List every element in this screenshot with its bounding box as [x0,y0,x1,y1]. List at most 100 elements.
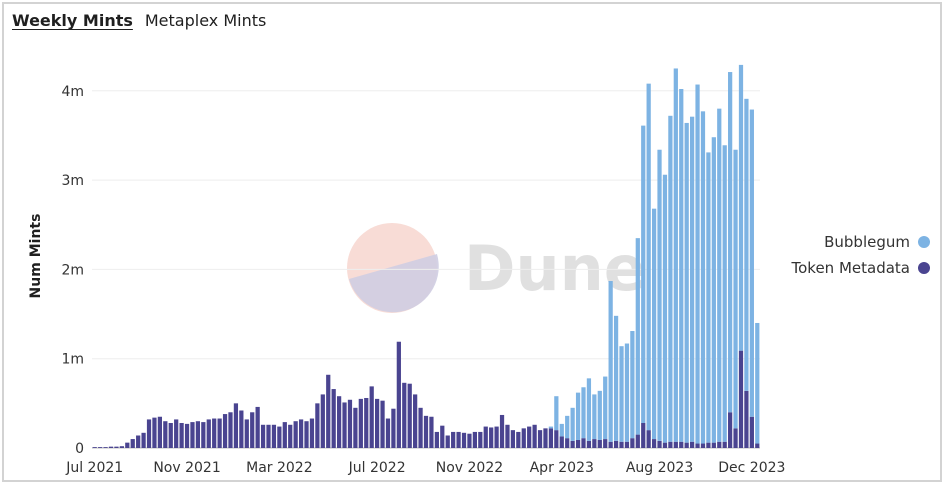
bar-bubblegum[interactable] [679,89,684,442]
bar-token-metadata[interactable] [423,415,429,448]
legend-swatch[interactable] [918,262,930,274]
bar-bubblegum[interactable] [641,125,646,423]
bar-token-metadata[interactable] [255,406,260,448]
bar-token-metadata[interactable] [537,430,543,448]
bar-token-metadata[interactable] [130,439,135,448]
bar-token-metadata[interactable] [396,341,401,448]
bar-token-metadata[interactable] [146,419,152,448]
bar-token-metadata[interactable] [630,438,635,448]
legend-swatch[interactable] [918,236,930,248]
bar-token-metadata[interactable] [527,426,532,448]
bar-token-metadata[interactable] [592,439,597,448]
bar-token-metadata[interactable] [358,398,363,448]
bar-token-metadata[interactable] [516,431,521,448]
bar-token-metadata[interactable] [375,398,380,448]
bar-token-metadata[interactable] [141,432,146,448]
bar-bubblegum[interactable] [722,145,727,442]
bar-token-metadata[interactable] [478,431,483,448]
bar-token-metadata[interactable] [293,421,298,448]
bar-token-metadata[interactable] [608,441,613,448]
bar-token-metadata[interactable] [119,446,124,448]
bar-token-metadata[interactable] [456,431,461,448]
bar-token-metadata[interactable] [195,421,201,448]
bar-bubblegum[interactable] [695,84,700,444]
bar-token-metadata[interactable] [548,428,554,448]
bar-token-metadata[interactable] [266,424,271,448]
bar-token-metadata[interactable] [190,422,195,448]
bar-bubblegum[interactable] [646,83,651,431]
bar-token-metadata[interactable] [505,424,510,448]
bar-bubblegum[interactable] [619,346,624,442]
bar-token-metadata[interactable] [152,417,157,448]
bar-token-metadata[interactable] [353,407,358,448]
bar-token-metadata[interactable] [250,412,255,448]
bar-token-metadata[interactable] [163,421,168,448]
bar-token-metadata[interactable] [108,446,114,448]
bar-bubblegum[interactable] [657,149,662,441]
bar-bubblegum[interactable] [603,376,608,440]
bar-token-metadata[interactable] [565,438,570,448]
bar-token-metadata[interactable] [575,439,581,448]
bar-bubblegum[interactable] [613,315,619,441]
bar-token-metadata[interactable] [489,427,494,448]
bar-bubblegum[interactable] [554,396,559,431]
bar-token-metadata[interactable] [641,422,646,448]
bar-token-metadata[interactable] [92,447,97,448]
bar-token-metadata[interactable] [472,431,477,448]
bar-token-metadata[interactable] [738,350,744,448]
bar-token-metadata[interactable] [298,419,304,448]
bar-token-metadata[interactable] [331,389,336,448]
bar-token-metadata[interactable] [706,442,711,448]
bar-bubblegum[interactable] [651,208,657,440]
bar-bubblegum[interactable] [684,122,689,443]
bar-token-metadata[interactable] [222,414,228,448]
bar-token-metadata[interactable] [315,403,320,448]
bar-token-metadata[interactable] [364,397,369,448]
bar-token-metadata[interactable] [304,421,309,448]
bar-token-metadata[interactable] [239,410,244,448]
bar-token-metadata[interactable] [168,422,173,448]
bar-token-metadata[interactable] [461,432,467,448]
bar-token-metadata[interactable] [679,441,684,448]
bar-bubblegum[interactable] [706,152,711,443]
bar-token-metadata[interactable] [440,425,445,448]
bar-token-metadata[interactable] [657,440,662,448]
bar-bubblegum[interactable] [689,116,695,442]
bar-token-metadata[interactable] [369,386,374,448]
bar-token-metadata[interactable] [271,424,277,448]
bar-bubblegum[interactable] [755,322,760,444]
bar-token-metadata[interactable] [288,424,293,448]
bar-token-metadata[interactable] [402,382,407,448]
bar-token-metadata[interactable] [722,441,727,448]
bar-token-metadata[interactable] [326,374,331,448]
bar-token-metadata[interactable] [277,426,282,448]
bar-token-metadata[interactable] [114,446,119,448]
bar-token-metadata[interactable] [554,430,559,448]
bar-bubblegum[interactable] [673,68,678,442]
bar-token-metadata[interactable] [228,412,233,448]
bar-token-metadata[interactable] [635,434,640,448]
bar-token-metadata[interactable] [684,442,689,448]
bar-bubblegum[interactable] [630,331,635,439]
bar-bubblegum[interactable] [570,407,575,441]
bar-bubblegum[interactable] [565,415,570,439]
bar-bubblegum[interactable] [744,98,749,391]
bar-token-metadata[interactable] [700,443,706,448]
bar-bubblegum[interactable] [749,109,754,417]
tab-weekly-mints[interactable]: Weekly Mints [12,11,133,30]
bar-bubblegum[interactable] [586,378,592,441]
bar-token-metadata[interactable] [483,426,488,448]
bar-token-metadata[interactable] [711,442,716,448]
bar-token-metadata[interactable] [212,418,217,448]
bar-token-metadata[interactable] [543,428,548,448]
bar-token-metadata[interactable] [689,441,695,448]
bar-token-metadata[interactable] [559,436,564,448]
bar-token-metadata[interactable] [336,396,342,448]
bar-bubblegum[interactable] [581,387,586,439]
bar-token-metadata[interactable] [603,439,608,448]
bar-bubblegum[interactable] [597,390,602,440]
bar-token-metadata[interactable] [467,433,472,448]
bar-token-metadata[interactable] [744,390,749,448]
bar-token-metadata[interactable] [201,422,206,448]
bar-token-metadata[interactable] [136,435,141,448]
